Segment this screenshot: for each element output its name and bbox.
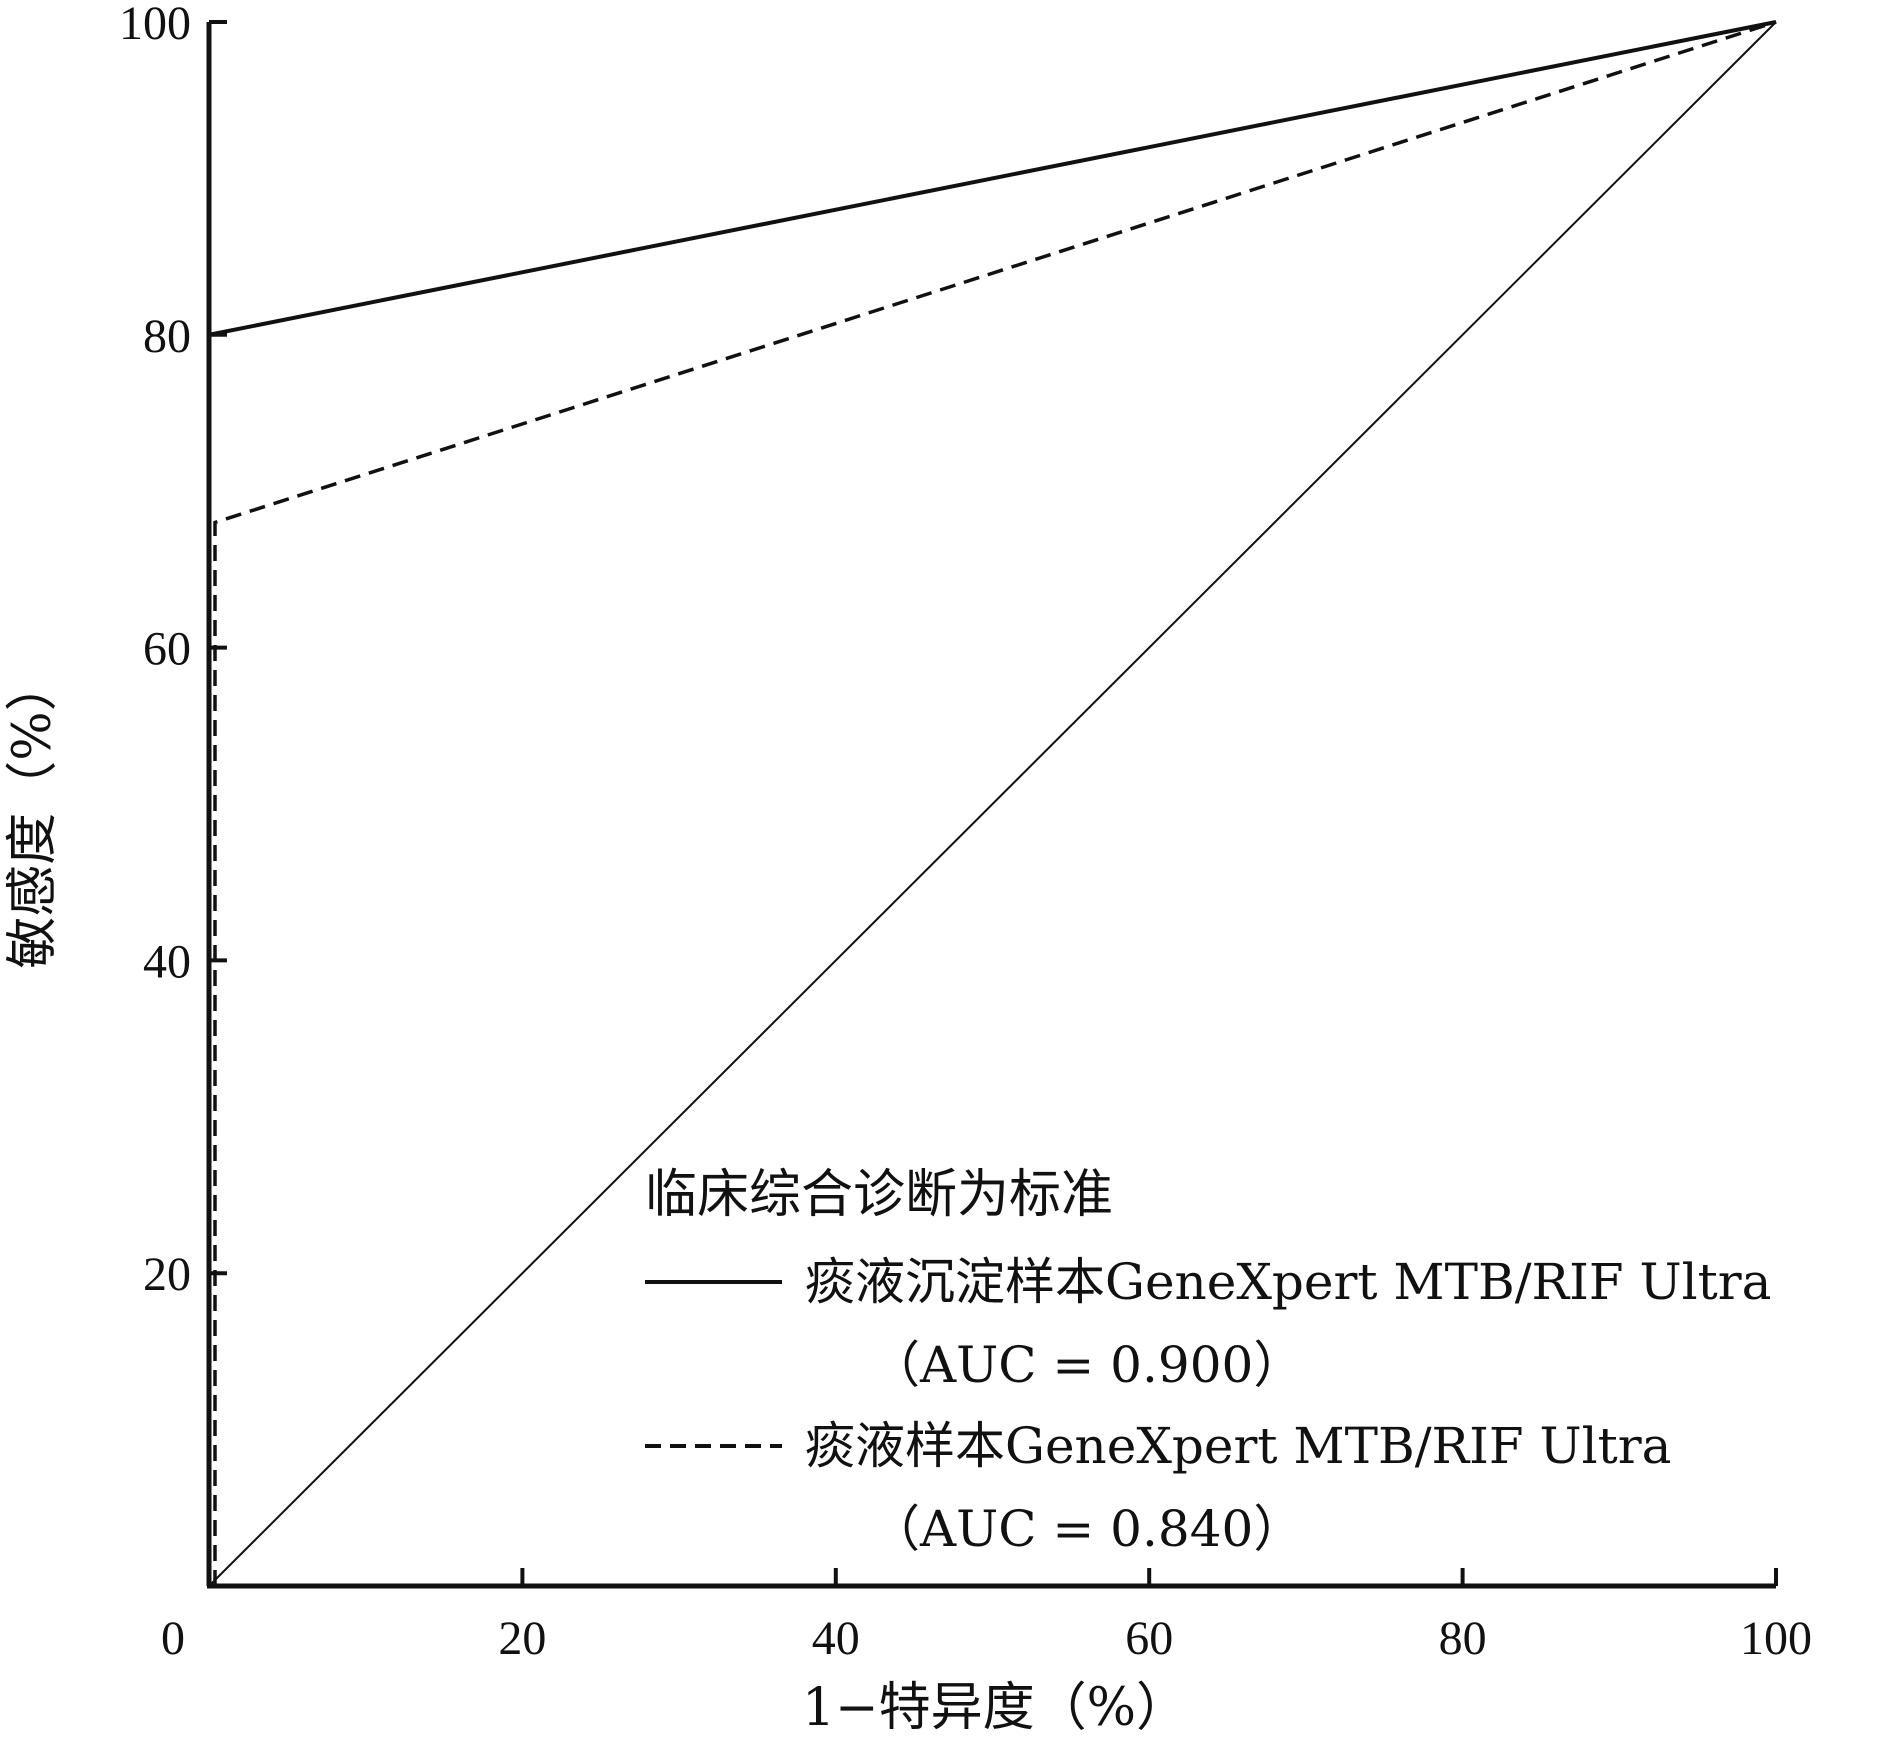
axes bbox=[206, 22, 1776, 1589]
y-axis-title: 敏感度（%） bbox=[3, 659, 63, 968]
legend-auc-series-2: （AUC = 0.840） bbox=[870, 1500, 1303, 1558]
x-tick-label: 100 bbox=[1740, 1612, 1812, 1665]
y-tick-label: 60 bbox=[143, 623, 191, 676]
x-tick-label: 80 bbox=[1439, 1612, 1487, 1665]
x-tick-label: 60 bbox=[1125, 1612, 1173, 1665]
legend-auc-series-1: （AUC = 0.900） bbox=[870, 1336, 1303, 1394]
legend-label-series-1: 痰液沉淀样本GeneXpert MTB/RIF Ultra bbox=[805, 1253, 1771, 1311]
x-tick-label: 0 bbox=[161, 1612, 185, 1665]
y-tick-label: 20 bbox=[143, 1248, 191, 1301]
legend: 临床综合诊断为标准 痰液沉淀样本GeneXpert MTB/RIF Ultra … bbox=[645, 1165, 1771, 1558]
x-ticks: 0 20 40 60 80 100 bbox=[161, 1568, 1812, 1665]
legend-label-series-2: 痰液样本GeneXpert MTB/RIF Ultra bbox=[805, 1417, 1671, 1475]
y-tick-label: 80 bbox=[143, 310, 191, 363]
x-axis-title: 1−特异度（%） bbox=[802, 1678, 1188, 1738]
y-tick-label: 100 bbox=[119, 0, 191, 50]
x-tick-label: 40 bbox=[812, 1612, 860, 1665]
y-tick-label: 40 bbox=[143, 935, 191, 988]
x-tick-label: 20 bbox=[498, 1612, 546, 1665]
reference-diagonal-line bbox=[208, 21, 1777, 1587]
y-ticks: 20 40 60 80 100 bbox=[119, 0, 227, 1301]
series-line-2 bbox=[213, 20, 1777, 1586]
legend-title: 临床综合诊断为标准 bbox=[645, 1165, 1113, 1225]
